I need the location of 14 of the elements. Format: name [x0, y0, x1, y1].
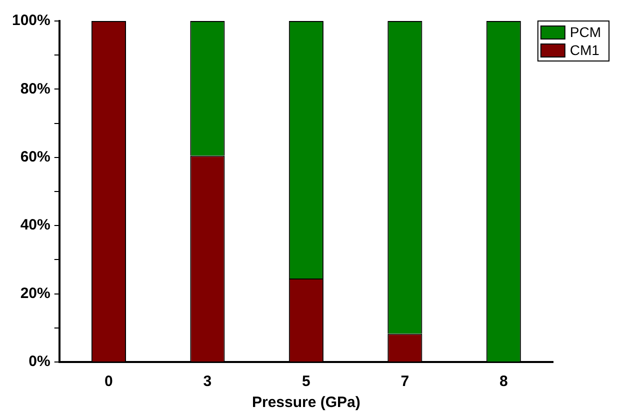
y-tick-label: 20% — [20, 284, 50, 302]
y-tick-label: 100% — [12, 12, 50, 30]
legend-label: CM1 — [570, 42, 600, 58]
y-tick-label: 0% — [28, 353, 50, 370]
x-tick-label: 7 — [400, 373, 410, 390]
x-axis-title: Pressure (GPa) — [252, 394, 360, 412]
x-tick-label: 8 — [499, 373, 508, 390]
x-tick-label: 5 — [302, 373, 310, 390]
y-tick-label: 80% — [20, 80, 50, 98]
x-tick-label: 0 — [104, 373, 113, 390]
legend-label: PCM — [570, 24, 602, 40]
y-tick-label: 40% — [20, 216, 50, 234]
y-tick-label: 60% — [20, 148, 50, 166]
x-tick-label: 3 — [203, 373, 212, 390]
